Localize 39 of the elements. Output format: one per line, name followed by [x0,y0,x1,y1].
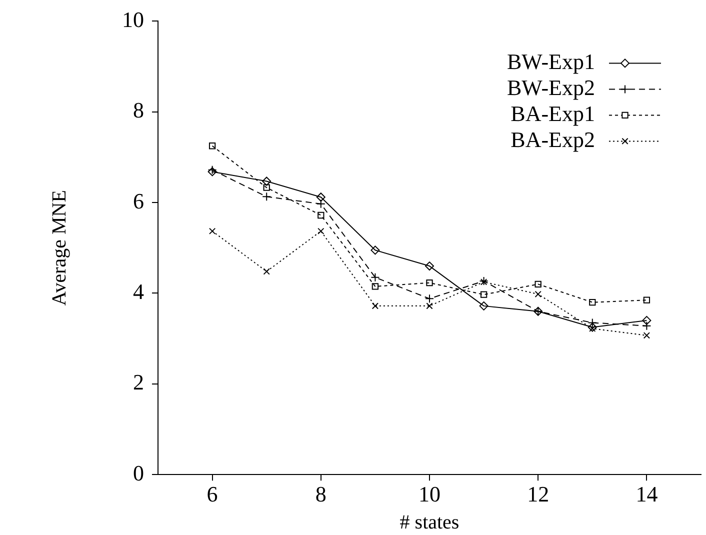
point [534,280,542,288]
point [263,184,270,191]
y-axis-title: Average MNE [48,190,70,306]
y-tick-label: 8 [133,98,144,123]
x-tick-label: 8 [315,482,326,507]
point [643,332,650,339]
point [208,142,216,150]
x-tick-label: 6 [206,482,218,507]
point [589,298,596,306]
y-tick-label: 2 [133,370,144,395]
point [370,272,380,282]
legend-label: BW-Exp2 [507,74,595,100]
point [318,212,324,219]
point [316,192,326,202]
x-tick-label: 12 [527,482,550,507]
point [263,268,270,275]
point [480,291,488,298]
point [425,262,434,271]
point [534,290,542,298]
point [479,301,488,310]
y-tick-label: 4 [133,279,144,304]
legend-label: BA-Exp2 [510,126,595,152]
point [372,283,379,290]
legend-label: BA-Exp1 [510,100,595,126]
x-axis-title: # states [400,511,460,534]
legend-label: BW-Exp1 [507,48,595,74]
x-tick-label: 10 [418,482,440,507]
point [262,176,272,186]
point [426,279,433,286]
y-tick-label: 10 [122,6,144,32]
point [208,228,216,234]
point [370,246,380,255]
x-tick-label: 14 [636,482,658,507]
point [642,316,652,325]
point [318,228,324,234]
point [643,296,650,304]
point [372,302,379,310]
y-tick-label: 6 [133,188,144,214]
y-tick-label: 0 [133,460,144,486]
